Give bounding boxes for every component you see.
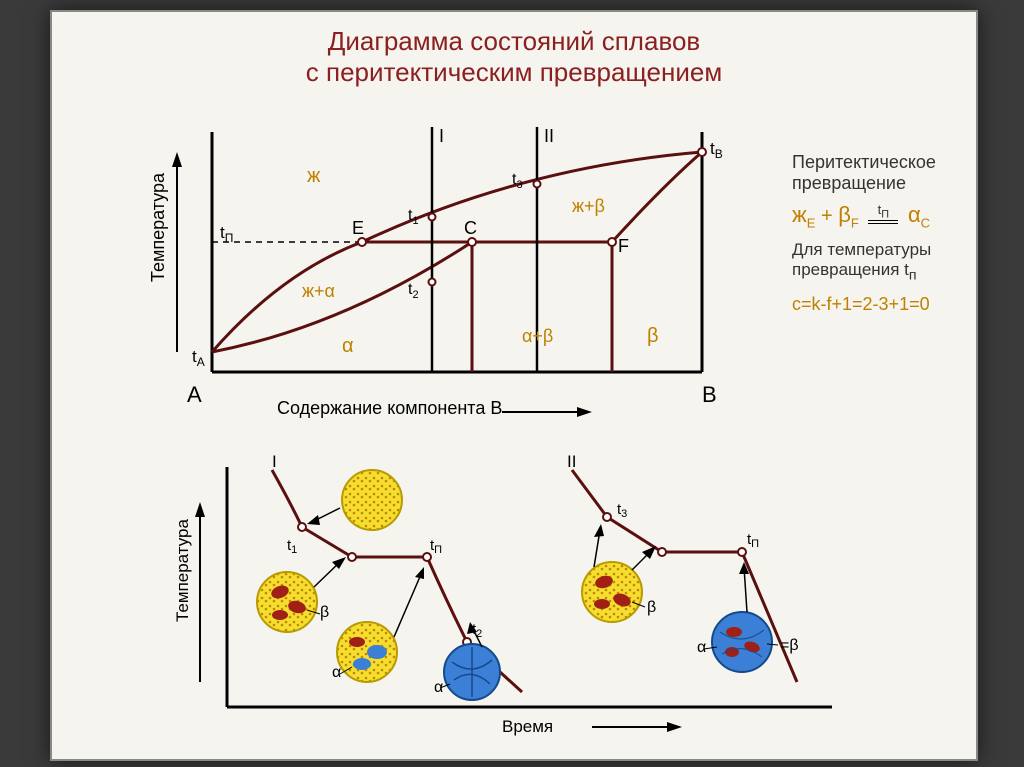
region-la: ж+α — [302, 281, 335, 301]
micro-liquid-beta: β — [257, 557, 346, 632]
corner-b: B — [702, 382, 717, 407]
cooling-xlabel: Время — [502, 717, 553, 736]
pt-c: C — [464, 218, 477, 238]
line-i: I — [439, 126, 444, 146]
alpha-label-1: α — [332, 664, 341, 681]
pt-e: E — [352, 218, 364, 238]
micro-mixed: α — [332, 567, 424, 682]
t-p: tП — [220, 223, 233, 245]
region-ab: α+β — [522, 326, 553, 346]
micro-alpha: α — [434, 622, 500, 700]
phase-diagram-svg: Температура Содержание компонента В A B … — [142, 112, 782, 432]
beta-label-1: β — [320, 604, 329, 621]
pt-f: F — [618, 236, 629, 256]
side-heading: Перитектическое превращение — [792, 152, 1012, 194]
micro-liquid — [307, 470, 402, 530]
slide: Диаграмма состояний сплавов с перитектич… — [50, 10, 978, 761]
cooling-ylabel: Температура — [173, 518, 192, 622]
c1-tp: tП — [430, 537, 442, 556]
diagram-title: Диаграмма состояний сплавов с перитектич… — [52, 12, 976, 92]
xlabel: Содержание компонента В — [277, 398, 502, 418]
micro-alpha-beta: α =β — [697, 562, 799, 672]
peritectic-equation: жE + βF tП αC — [792, 202, 1012, 230]
region-liq: ж — [307, 165, 321, 187]
title-line-1: Диаграмма состояний сплавов — [328, 26, 700, 56]
phase-diagram: Температура Содержание компонента В A B … — [142, 112, 782, 432]
c2-t3: t3 — [617, 501, 627, 520]
pt-t2: t2 — [408, 281, 419, 301]
c1-t1: t1 — [287, 537, 297, 556]
t-b: tB — [710, 139, 723, 161]
pt-t1: t1 — [408, 207, 419, 227]
curve-i-label: I — [272, 452, 277, 471]
corner-a: A — [187, 382, 202, 407]
rule-intro: Для температуры превращения tп — [792, 240, 1012, 283]
title-line-2: с перитектическим превращением — [306, 57, 722, 87]
beta-label-3: =β — [780, 637, 799, 654]
phase-rule: c=k-f+1=2-3+1=0 — [792, 294, 1012, 315]
c2-tp: tП — [747, 531, 759, 550]
beta-label-2: β — [647, 599, 656, 616]
side-panel: Перитектическое превращение жE + βF tП α… — [792, 152, 1012, 315]
micro-ii-liquid-beta: β — [582, 524, 656, 622]
region-a: α — [342, 335, 354, 357]
ylabel: Температура — [148, 172, 168, 282]
region-lb: ж+β — [572, 196, 605, 216]
cooling-curves: Температура Время I t1 tП t2 II t3 tП — [172, 452, 892, 742]
alpha-label-3: α — [697, 639, 706, 656]
line-ii: II — [544, 126, 554, 146]
t-a: tA — [192, 347, 205, 369]
region-b: β — [647, 325, 659, 347]
cooling-svg: Температура Время I t1 tП t2 II t3 tП — [172, 452, 892, 742]
curve-ii-label: II — [567, 452, 576, 471]
pt-t3: t3 — [512, 171, 523, 191]
